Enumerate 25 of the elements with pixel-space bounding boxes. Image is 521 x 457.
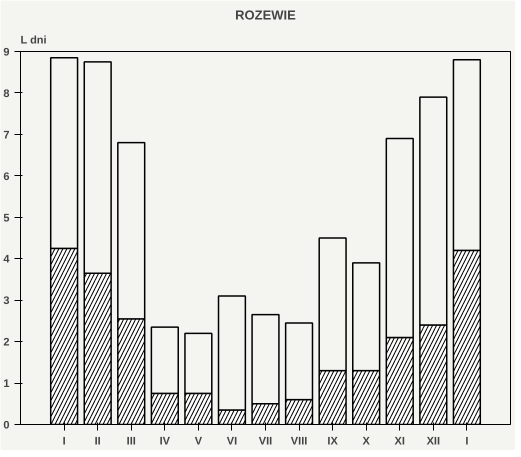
x-tick-label: IX	[327, 436, 338, 448]
y-tick-label: 2	[3, 336, 10, 349]
x-tick-label: VI	[226, 436, 238, 448]
y-tick-label: 3	[3, 295, 10, 308]
x-tick-label: II	[94, 436, 101, 448]
x-tick-label: III	[126, 436, 136, 448]
x-tick-label: X	[362, 436, 371, 448]
y-tick-label: 7	[3, 129, 10, 142]
x-tick-label: VII	[258, 436, 272, 448]
x-tick-label: I	[465, 436, 468, 448]
y-axis-title: L dni	[20, 34, 47, 46]
y-tick-label: 4	[3, 254, 10, 266]
x-tick-label: I	[62, 436, 66, 448]
y-tick-label: 9	[3, 46, 10, 58]
x-tick-label: XI	[394, 436, 405, 448]
y-tick-label: 1	[3, 378, 10, 390]
chart-title: ROZEWIE	[235, 8, 296, 22]
x-tick-label: V	[194, 436, 203, 448]
y-tick-label: 6	[3, 170, 10, 183]
y-tick-label: 0	[3, 420, 10, 432]
x-tick-label: VIII	[290, 436, 308, 448]
y-tick-label: 5	[3, 212, 10, 224]
y-tick-label: 8	[3, 88, 10, 100]
x-tick-label: IV	[160, 436, 171, 448]
x-tick-label: XII	[426, 436, 440, 448]
